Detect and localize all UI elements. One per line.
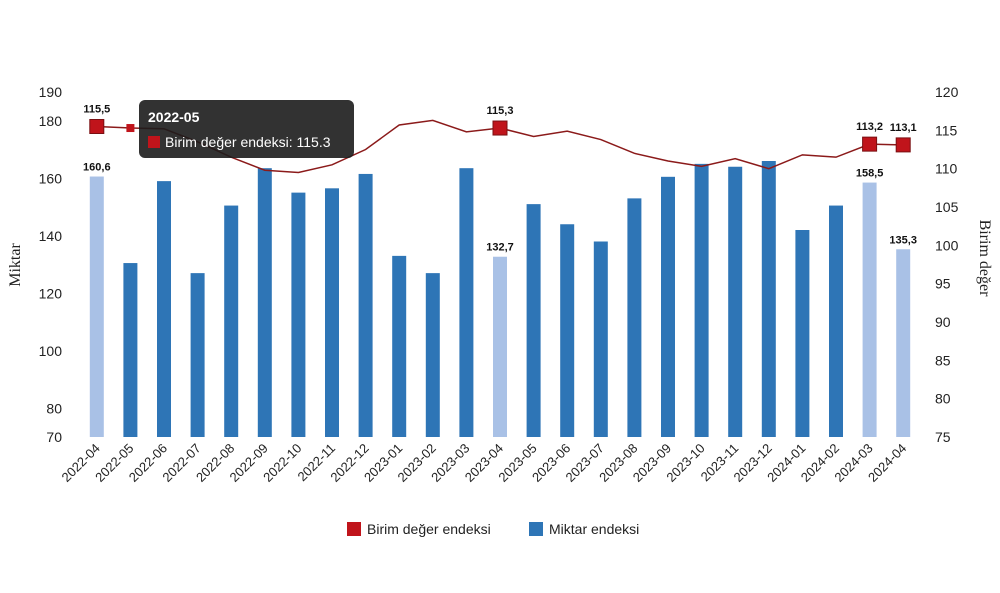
bar-2024-04[interactable] <box>896 249 911 437</box>
left-tick-180: 180 <box>39 113 63 129</box>
right-tick-75: 75 <box>935 429 951 445</box>
left-axis-title: Miktar <box>7 243 24 287</box>
legend-item-birim-deger[interactable]: Birim değer endeksi <box>347 521 491 537</box>
bar-2022-06[interactable] <box>157 181 171 437</box>
right-tick-80: 80 <box>935 391 951 407</box>
bar-series <box>89 161 911 438</box>
tooltip-text: Birim değer endeksi: 115.3 <box>165 134 331 150</box>
right-tick-90: 90 <box>935 314 951 330</box>
bar-2023-12[interactable] <box>761 161 776 437</box>
legend: Birim değer endeksi Miktar endeksi <box>347 521 639 537</box>
legend-swatch-miktar <box>529 522 543 536</box>
legend-item-miktar[interactable]: Miktar endeksi <box>529 521 639 537</box>
data-label-line-2024-03: 113,2 <box>856 121 883 133</box>
right-tick-110: 110 <box>935 161 958 177</box>
bar-2024-02[interactable] <box>829 205 843 437</box>
bar-2022-09[interactable] <box>257 168 272 437</box>
bar-2023-11[interactable] <box>728 166 743 437</box>
right-axis: 75 80 85 90 95 100 105 110 115 120 <box>935 84 959 445</box>
bar-2022-07[interactable] <box>190 273 205 437</box>
line-marker-2022-04[interactable] <box>89 119 105 134</box>
bar-2023-07[interactable] <box>593 241 608 438</box>
left-tick-190: 190 <box>39 84 63 100</box>
data-label-bar-2023-04: 132,7 <box>486 242 514 254</box>
line-marker-2023-04[interactable] <box>492 120 508 136</box>
line-marker-hover-2022-05[interactable] <box>126 124 135 133</box>
bar-2022-11[interactable] <box>325 188 339 437</box>
data-label-bar-2024-03: 158,5 <box>856 168 884 180</box>
x-axis: 2022-042022-052022-062022-072022-082022-… <box>59 441 910 485</box>
left-tick-140: 140 <box>39 228 63 244</box>
legend-label-miktar: Miktar endeksi <box>549 521 639 537</box>
left-tick-120: 120 <box>39 285 63 301</box>
data-label-bar-2024-04: 135,3 <box>889 234 917 246</box>
bar-2023-05[interactable] <box>526 204 541 437</box>
right-axis-title: Birim değer <box>976 220 993 298</box>
right-tick-105: 105 <box>935 199 959 215</box>
bar-2023-04[interactable] <box>493 256 507 437</box>
tooltip: 2022-05 Birim değer endeksi: 115.3 <box>139 100 354 158</box>
bar-2022-05[interactable] <box>123 263 138 437</box>
data-label-line-2024-04: 113,1 <box>890 122 917 134</box>
line-marker-2024-03[interactable] <box>862 136 878 152</box>
data-labels: 160,6 132,7 158,5 135,3 115,5 115,3 113,2 113,1 <box>83 104 917 254</box>
right-tick-120: 120 <box>935 84 959 100</box>
left-tick-80: 80 <box>46 400 62 416</box>
left-tick-100: 100 <box>39 343 63 359</box>
bar-2023-02[interactable] <box>425 273 440 437</box>
bar-2022-04[interactable] <box>89 176 104 437</box>
data-label-line-2023-04: 115,3 <box>487 105 514 117</box>
tooltip-title: 2022-05 <box>148 109 200 125</box>
line-marker-2024-04[interactable] <box>895 137 911 153</box>
legend-label-birim-deger: Birim değer endeksi <box>367 521 491 537</box>
legend-swatch-birim-deger <box>347 522 361 536</box>
bar-2023-03[interactable] <box>459 168 474 437</box>
bar-2023-01[interactable] <box>392 255 407 437</box>
left-tick-70: 70 <box>46 429 62 445</box>
tooltip-box <box>139 100 354 158</box>
bar-2024-03[interactable] <box>862 182 877 437</box>
bar-2022-08[interactable] <box>224 205 239 437</box>
data-label-bar-2022-04: 160,6 <box>83 162 111 174</box>
bar-2023-09[interactable] <box>661 176 675 437</box>
bar-2023-08[interactable] <box>627 198 642 437</box>
left-axis: 70 80 100 120 140 160 180 190 <box>39 84 63 445</box>
right-tick-85: 85 <box>935 352 951 368</box>
tooltip-swatch <box>148 136 160 148</box>
bar-2022-12[interactable] <box>358 173 373 437</box>
data-label-line-2022-04: 115,5 <box>83 104 110 116</box>
bar-2024-01[interactable] <box>795 230 810 437</box>
bar-2023-10[interactable] <box>694 163 709 437</box>
bar-2023-06[interactable] <box>560 224 575 437</box>
left-tick-160: 160 <box>39 170 63 186</box>
right-tick-100: 100 <box>935 237 959 253</box>
right-tick-95: 95 <box>935 276 951 292</box>
right-tick-115: 115 <box>935 122 958 138</box>
bar-2022-10[interactable] <box>291 192 306 437</box>
